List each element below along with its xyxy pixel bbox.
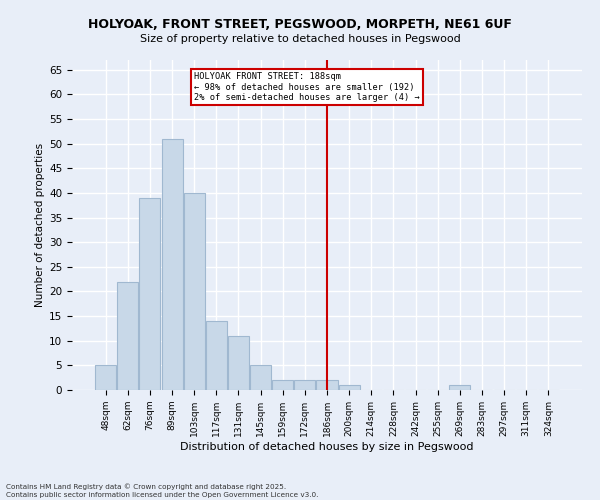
Bar [161, 139, 182, 390]
Text: Size of property relative to detached houses in Pegswood: Size of property relative to detached ho… [140, 34, 460, 44]
Bar [338, 385, 359, 390]
Bar [139, 198, 160, 390]
Bar [118, 282, 139, 390]
Bar [250, 366, 271, 390]
Bar [295, 380, 316, 390]
Bar [206, 321, 227, 390]
Bar [316, 380, 338, 390]
Y-axis label: Number of detached properties: Number of detached properties [35, 143, 45, 307]
Bar [184, 193, 205, 390]
Text: HOLYOAK FRONT STREET: 188sqm
← 98% of detached houses are smaller (192)
2% of se: HOLYOAK FRONT STREET: 188sqm ← 98% of de… [194, 72, 420, 102]
Bar [272, 380, 293, 390]
Text: HOLYOAK, FRONT STREET, PEGSWOOD, MORPETH, NE61 6UF: HOLYOAK, FRONT STREET, PEGSWOOD, MORPETH… [88, 18, 512, 30]
Text: Contains HM Land Registry data © Crown copyright and database right 2025.
Contai: Contains HM Land Registry data © Crown c… [6, 484, 319, 498]
X-axis label: Distribution of detached houses by size in Pegswood: Distribution of detached houses by size … [180, 442, 474, 452]
Bar [228, 336, 249, 390]
Bar [449, 385, 470, 390]
Bar [95, 366, 116, 390]
